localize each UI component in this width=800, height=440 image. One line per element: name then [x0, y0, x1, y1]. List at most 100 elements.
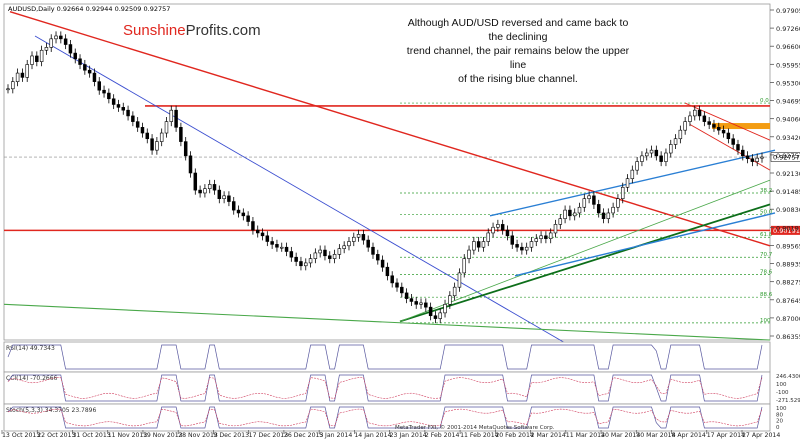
- date-tick-label: 20 Mar 2014: [601, 432, 640, 439]
- candle-body: [352, 236, 356, 242]
- candle-body: [745, 155, 750, 160]
- current-price-tag: [770, 152, 800, 162]
- support-price-tag: [771, 225, 800, 235]
- fib-level-label: 38.2: [760, 188, 772, 194]
- candle-body: [683, 121, 687, 131]
- annotation-line: trend channel, the pair remains below th…: [406, 45, 630, 71]
- candle-body: [515, 244, 519, 248]
- candle-body: [68, 44, 73, 54]
- candle-body: [342, 245, 346, 249]
- candle-body: [304, 262, 308, 267]
- candle-body: [203, 188, 207, 194]
- candle-body: [443, 304, 447, 314]
- candles-layer: [6, 31, 764, 324]
- annotation-layer: 0.92757 0.90191: [770, 152, 800, 235]
- candle-body: [664, 152, 668, 162]
- candle-body: [568, 209, 572, 217]
- candle-body: [25, 64, 29, 78]
- candle-body: [496, 224, 500, 228]
- candle-body: [707, 121, 711, 125]
- candle-body: [467, 249, 471, 259]
- candle-body: [313, 252, 318, 259]
- price-tick-label: 0.91485: [776, 188, 800, 196]
- candle-body: [553, 224, 558, 234]
- indicator-panel-frame: [3, 371, 771, 405]
- candle-body: [217, 189, 222, 199]
- candle-body: [260, 232, 265, 237]
- candle-body: [596, 204, 601, 214]
- candle-body: [222, 195, 226, 199]
- candle-body: [361, 234, 366, 241]
- candle-body: [308, 258, 313, 264]
- candle-body: [601, 212, 606, 219]
- declining-channel-lower: [689, 124, 771, 171]
- candle-body: [318, 249, 322, 254]
- candle-body: [107, 92, 111, 100]
- candle-body: [452, 286, 457, 297]
- candle-body: [356, 234, 361, 238]
- indicator-panel-frame: [3, 403, 771, 432]
- candle-body: [717, 127, 721, 131]
- candle-body: [592, 195, 596, 205]
- annotation-line: Although AUD/USD reversed and came back …: [407, 17, 629, 43]
- price-tick-label: 0.97905: [776, 7, 800, 15]
- candle-body: [54, 35, 58, 40]
- candle-body: [395, 282, 399, 288]
- date-tick-label: 14 Jan 2014: [354, 432, 391, 439]
- candle-body: [563, 209, 567, 219]
- candle-body: [83, 64, 87, 71]
- candle-body: [620, 186, 625, 199]
- candle-body: [616, 198, 620, 208]
- thin-blue-trendline: [34, 35, 566, 344]
- candle-body: [111, 98, 116, 105]
- indicator-level-label: -100: [776, 390, 789, 396]
- candle-body: [736, 144, 740, 151]
- date-tick-label: 19 Nov 2013: [143, 432, 183, 439]
- candle-body: [39, 49, 44, 62]
- candle-body: [376, 254, 380, 261]
- candle-body: [44, 47, 49, 51]
- candle-body: [438, 312, 442, 319]
- indicator-panel-frame: [3, 341, 771, 373]
- indicators-layer: RSI(14) 49.7343 CCI(14) -70.2666 246.4306 1…: [3, 341, 800, 432]
- candle-body: [164, 121, 169, 134]
- candle-body: [255, 229, 260, 234]
- candle-body: [520, 246, 524, 251]
- candle-body: [92, 72, 97, 82]
- candle-body: [294, 256, 298, 262]
- candle-body: [145, 132, 150, 140]
- candle-body: [87, 69, 92, 74]
- candle-body: [73, 52, 77, 60]
- date-tick-label: 26 Dec 2013: [284, 432, 324, 439]
- candle-body: [606, 212, 611, 219]
- indicator-label: RSI(14) 49.7343: [6, 345, 55, 352]
- chart-title: AUDUSD,Daily 0.92664 0.92944 0.92509 0.9…: [8, 5, 170, 13]
- candle-body: [380, 259, 385, 268]
- fib-level-label: 100: [760, 318, 771, 324]
- candle-body: [116, 104, 121, 108]
- candle-body: [693, 109, 697, 117]
- candle-body: [179, 127, 183, 142]
- candle-body: [328, 255, 332, 259]
- candle-body: [529, 241, 534, 248]
- indicator-line: [7, 344, 763, 370]
- candle-body: [347, 241, 351, 247]
- candle-body: [625, 178, 630, 188]
- candle-body: [510, 235, 515, 245]
- candle-body: [299, 261, 303, 267]
- candle-body: [433, 315, 438, 319]
- candle-body: [409, 298, 414, 302]
- grid-layer: 0.0 38.2 50.0 61.8 70.7 78.6 88.6 100: [3, 3, 773, 341]
- fib-level-label: 88.6: [760, 292, 773, 298]
- date-tick-label: 23 Jan 2014: [390, 432, 427, 439]
- candle-body: [400, 286, 404, 294]
- candle-body: [448, 295, 452, 305]
- candle-body: [755, 157, 759, 162]
- candle-body: [419, 302, 423, 305]
- indicator-line: [7, 406, 763, 429]
